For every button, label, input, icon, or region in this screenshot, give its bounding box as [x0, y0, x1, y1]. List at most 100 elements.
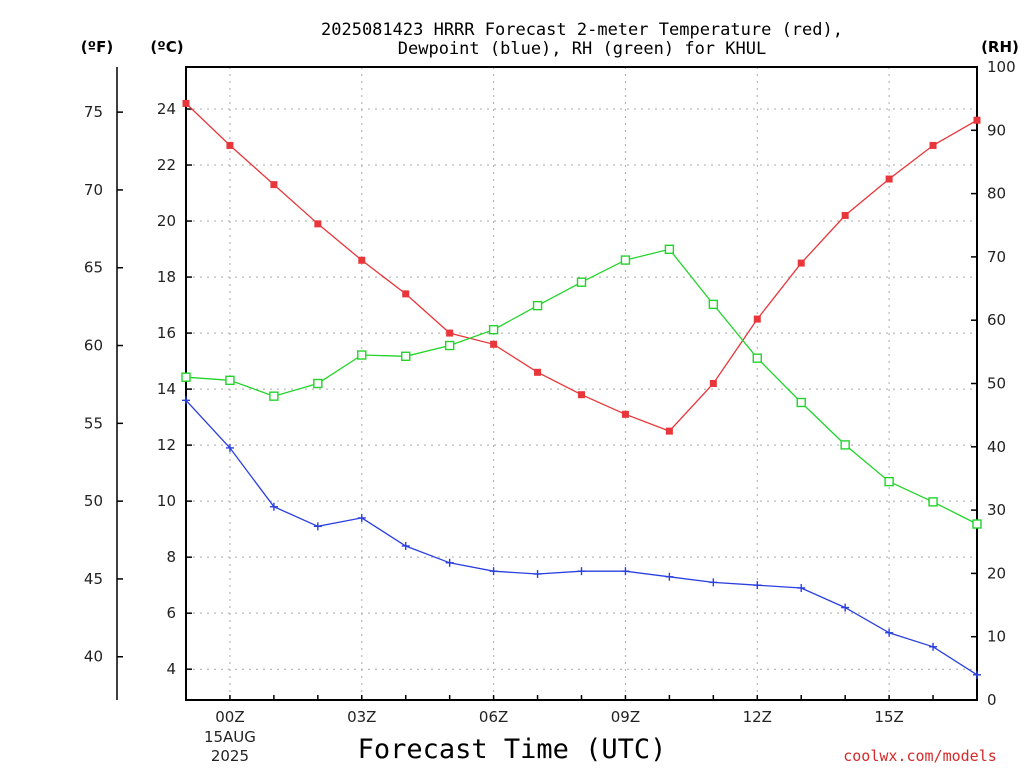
rh-point — [532, 300, 543, 311]
rh-point — [444, 340, 455, 351]
rh-point — [488, 324, 499, 335]
rh-point — [357, 350, 367, 360]
rh-point — [840, 440, 850, 450]
rh-tick-label: 70 — [987, 248, 1006, 266]
dewpoint-point — [841, 603, 850, 612]
rh-point — [972, 519, 982, 529]
celsius-tick-label: 4 — [166, 660, 176, 678]
temperature-point — [885, 175, 893, 183]
fahrenheit-tick-label: 70 — [84, 181, 103, 199]
x-tick-label: 15Z — [874, 708, 903, 726]
dewpoint-point — [797, 583, 806, 592]
fahrenheit-tick-label: 55 — [84, 414, 103, 432]
rh-point — [313, 378, 323, 389]
celsius-tick-label: 20 — [157, 212, 176, 230]
rh-point — [928, 497, 938, 507]
x-axis-label: Forecast Time (UTC) — [358, 734, 667, 765]
celsius-tick-label: 10 — [157, 492, 176, 510]
dewpoint-point — [973, 670, 981, 679]
celsius-tick-label: 16 — [157, 324, 176, 342]
rh-tick-label: 30 — [987, 501, 1006, 519]
rh-point — [752, 353, 762, 363]
temperature-point — [446, 329, 454, 337]
dewpoint-point — [665, 572, 674, 581]
temperature-point — [841, 211, 849, 219]
rh-point — [620, 255, 631, 265]
rh-tick-label: 10 — [987, 628, 1006, 646]
series-line-temperature — [185, 102, 978, 432]
rh-point — [225, 375, 235, 386]
celsius-unit-label: (ºC) — [150, 38, 183, 56]
grid-layer — [186, 67, 977, 700]
fahrenheit-tick-label: 50 — [84, 492, 103, 510]
fahrenheit-tick-label: 60 — [84, 337, 103, 355]
fahrenheit-tick-label: 65 — [84, 259, 103, 277]
rh-unit-label: (RH) — [981, 38, 1019, 56]
rh-tick-label: 40 — [987, 438, 1006, 456]
temperature-point — [490, 340, 498, 348]
celsius-tick-label: 24 — [157, 100, 176, 118]
temperature-point — [709, 380, 717, 387]
x-tick-label: 03Z — [347, 708, 376, 726]
x-tick-label: 00Z — [215, 708, 244, 726]
rh-point — [796, 397, 806, 408]
rh-tick-label: 60 — [987, 311, 1006, 329]
dewpoint-point — [753, 581, 762, 590]
credit-text: coolwx.com/models — [843, 747, 997, 765]
rh-tick-label: 20 — [987, 564, 1006, 582]
rh-tick-label: 90 — [987, 121, 1006, 139]
x-tick-label: 12Z — [743, 708, 772, 726]
dewpoint-point — [709, 578, 718, 587]
rh-point — [181, 372, 191, 382]
temperature-point — [534, 368, 542, 376]
dewpoint-point — [445, 558, 454, 567]
temperature-point — [314, 220, 322, 228]
temperature-point — [797, 259, 805, 267]
temperature-point — [226, 141, 234, 149]
celsius-tick-label: 18 — [157, 268, 176, 286]
series-line-rh — [185, 248, 978, 525]
x-tick-sublabel-year: 2025 — [211, 747, 249, 765]
fahrenheit-unit-label: (ºF) — [81, 38, 113, 56]
celsius-tick-label: 14 — [157, 380, 176, 398]
chart-title-line1: 2025081423 HRRR Forecast 2-meter Tempera… — [321, 20, 843, 40]
dewpoint-point — [929, 642, 938, 651]
x-tick-sublabel-date: 15AUG — [204, 728, 256, 746]
temperature-point — [973, 116, 981, 124]
rh-point — [576, 277, 587, 287]
dewpoint-point — [269, 502, 278, 511]
chart-title-line2: Dewpoint (blue), RH (green) for KHUL — [398, 39, 766, 59]
dewpoint-point — [533, 569, 542, 578]
rh-tick-label: 0 — [987, 691, 997, 709]
rh-point — [401, 351, 411, 361]
rh-tick-label: 100 — [987, 58, 1016, 76]
dewpoint-point — [182, 396, 190, 405]
temperature-point — [358, 256, 366, 264]
series-dewpoint — [182, 396, 981, 679]
temperature-point — [929, 141, 937, 149]
fahrenheit-tick-label: 45 — [84, 570, 103, 588]
temperature-point — [665, 427, 673, 435]
dewpoint-point — [489, 567, 498, 576]
celsius-tick-label: 12 — [157, 436, 176, 454]
series-temperature — [182, 99, 981, 435]
fahrenheit-tick-label: 75 — [84, 103, 103, 121]
temperature-point — [182, 99, 190, 107]
celsius-tick-label: 8 — [166, 548, 176, 566]
rh-point — [664, 244, 675, 255]
rh-point — [708, 299, 719, 310]
plot-frame — [185, 66, 978, 701]
dewpoint-point — [225, 443, 234, 452]
x-tick-label: 09Z — [611, 708, 640, 726]
rh-point — [269, 391, 279, 401]
rh-tick-label: 80 — [987, 185, 1006, 203]
rh-point — [884, 476, 894, 487]
temperature-point — [621, 410, 629, 418]
x-tick-label: 06Z — [479, 708, 508, 726]
series-rh — [181, 244, 982, 529]
temperature-point — [402, 290, 410, 298]
dewpoint-point — [885, 628, 894, 637]
rh-tick-label: 50 — [987, 375, 1006, 393]
